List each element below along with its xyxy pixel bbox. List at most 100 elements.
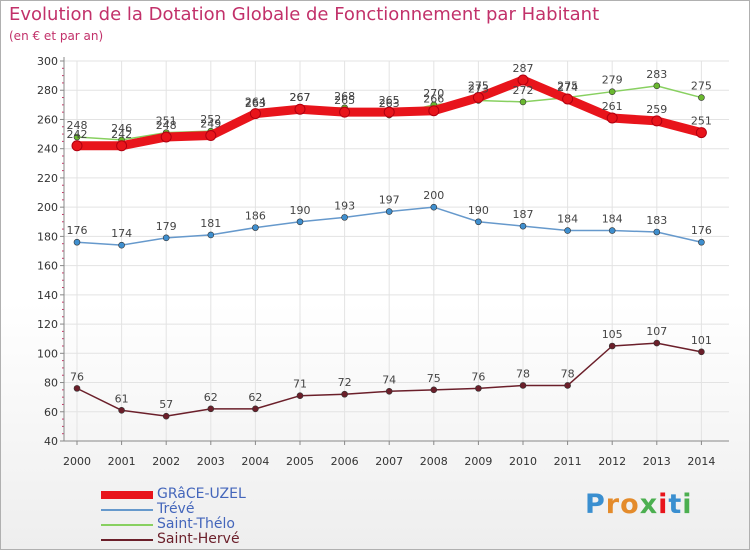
data-label: 263 [245, 97, 266, 110]
legend-swatch [101, 539, 153, 541]
y-tick-label: 120 [37, 318, 58, 331]
chart-title: Evolution de la Dotation Globale de Fonc… [9, 4, 600, 25]
data-label: 242 [67, 128, 88, 141]
legend-swatch [101, 524, 153, 526]
y-tick-label: 260 [37, 113, 58, 126]
data-label: 72 [338, 376, 352, 389]
data-label: 107 [646, 325, 667, 338]
y-tick-label: 60 [44, 406, 58, 419]
legend-label: Trévé [157, 501, 195, 517]
series-0 [71, 74, 707, 152]
data-label: 274 [557, 81, 578, 94]
data-label: 248 [156, 119, 177, 132]
data-label: 275 [691, 80, 712, 93]
y-tick-label: 140 [37, 289, 58, 302]
data-label: 264 [245, 96, 266, 109]
data-label: 263 [379, 97, 400, 110]
data-label: 78 [516, 367, 530, 380]
data-label: 268 [334, 90, 355, 103]
data-point [341, 390, 348, 398]
legend-swatch [101, 491, 153, 499]
data-label: 187 [513, 208, 534, 221]
data-point [606, 112, 618, 124]
logo-letter: x [639, 489, 659, 520]
data-label: 176 [691, 224, 712, 237]
x-tick-label: 2014 [687, 455, 715, 468]
data-label: 275 [557, 80, 578, 93]
legend: GRâCE-UZEL Trévé Saint-Thélo Saint-Hervé [101, 487, 361, 547]
data-label: 267 [290, 91, 311, 104]
data-point [519, 98, 527, 106]
legend-item: Trévé [101, 502, 361, 517]
logo-letter: t [668, 489, 683, 520]
data-point [475, 385, 482, 392]
x-tick-label: 2001 [108, 455, 136, 468]
data-point [519, 382, 527, 389]
data-label: 273 [468, 82, 489, 95]
data-label: 78 [561, 367, 575, 380]
x-tick-label: 2004 [241, 455, 269, 468]
data-label: 265 [379, 94, 400, 107]
data-point [116, 140, 128, 152]
data-point [207, 405, 215, 413]
proxiti-logo: Proxiti [585, 489, 693, 520]
data-label: 184 [557, 213, 578, 226]
data-label: 186 [245, 210, 266, 223]
data-point [73, 385, 81, 392]
y-tick-label: 100 [37, 347, 58, 360]
data-point [339, 106, 351, 118]
data-label: 249 [200, 118, 221, 131]
data-label: 279 [602, 74, 623, 87]
data-label: 270 [423, 87, 444, 100]
x-tick-label: 2013 [643, 455, 671, 468]
data-label: 62 [248, 391, 262, 404]
data-label: 275 [468, 80, 489, 93]
data-point [249, 108, 261, 120]
y-tick-label: 180 [37, 230, 58, 243]
data-label: 246 [111, 122, 132, 135]
data-label: 71 [293, 378, 307, 391]
data-label: 76 [471, 370, 485, 383]
y-tick-label: 160 [37, 260, 58, 273]
data-point [430, 203, 438, 211]
data-label: 266 [423, 93, 444, 106]
y-tick-label: 240 [37, 143, 58, 156]
legend-label: GRâCE-UZEL [157, 486, 246, 502]
series-3 [73, 339, 705, 420]
data-point [653, 82, 661, 90]
data-point [517, 74, 529, 86]
data-point [252, 405, 259, 413]
data-point [162, 412, 170, 420]
data-label: 251 [156, 115, 177, 128]
data-label: 261 [602, 100, 623, 113]
y-tick-label: 220 [37, 172, 58, 185]
data-label: 176 [67, 224, 88, 237]
x-tick-label: 2005 [286, 455, 314, 468]
data-point [160, 131, 172, 143]
data-label: 181 [200, 217, 221, 230]
data-point [296, 218, 304, 226]
data-label: 242 [111, 128, 132, 141]
data-point [385, 208, 393, 215]
data-label: 62 [204, 391, 218, 404]
data-label: 76 [70, 370, 84, 383]
series-1 [73, 203, 705, 249]
legend-item: Saint-Hervé [101, 532, 361, 547]
data-label: 193 [334, 199, 355, 212]
x-tick-label: 2003 [197, 455, 225, 468]
data-point [118, 241, 125, 249]
data-label: 75 [427, 372, 441, 385]
data-point [475, 218, 482, 226]
x-tick-label: 2010 [509, 455, 537, 468]
data-label: 287 [513, 62, 534, 75]
data-point [71, 140, 83, 152]
y-tick-label: 40 [44, 435, 58, 448]
data-point [698, 238, 705, 246]
data-point [651, 115, 663, 127]
x-tick-label: 2012 [598, 455, 626, 468]
data-label: 57 [159, 398, 173, 411]
legend-swatch [101, 509, 153, 511]
logo-letter: i [658, 489, 669, 520]
data-label: 251 [691, 115, 712, 128]
